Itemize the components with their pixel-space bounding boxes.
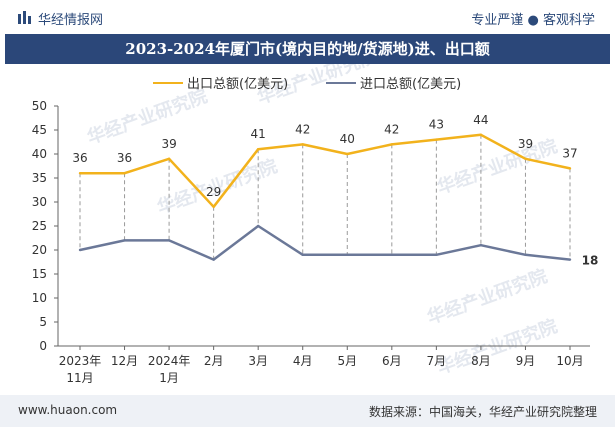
y-tick-label: 35 bbox=[32, 171, 47, 185]
y-tick-label: 15 bbox=[32, 267, 47, 281]
export-series-line bbox=[80, 133, 571, 209]
x-tick-label: 3月 bbox=[248, 354, 268, 368]
data-label: 40 bbox=[340, 132, 355, 146]
data-point bbox=[167, 157, 171, 160]
data-point bbox=[212, 258, 215, 261]
data-point bbox=[78, 172, 82, 175]
watermark-text: 华经产业研究院 bbox=[434, 315, 560, 379]
y-tick-label: 40 bbox=[32, 147, 47, 161]
data-point bbox=[256, 224, 260, 228]
data-label: 18 bbox=[582, 254, 599, 268]
data-point bbox=[568, 258, 572, 261]
x-tick-label: 2024年 bbox=[148, 354, 191, 368]
x-tick-label: 2023年 bbox=[59, 354, 102, 368]
x-tick-label: 4月 bbox=[293, 354, 313, 368]
data-point bbox=[301, 143, 304, 146]
chart-title: 2023-2024年厦门市(境内目的地/货源地)进、出口额 bbox=[5, 34, 610, 64]
x-tick-label: 12月 bbox=[111, 354, 138, 368]
drop-lines bbox=[79, 134, 571, 260]
y-tick-label: 50 bbox=[32, 99, 47, 113]
y-tick-label: 10 bbox=[32, 291, 47, 305]
data-source: 数据来源：中国海关，华经产业研究院整理 bbox=[368, 405, 597, 419]
y-tick-label: 25 bbox=[32, 219, 47, 233]
axes: 0 5 10 15 20 25 30 35 40 45 50 2023年 11月 12月 2024年 1月 2月… bbox=[32, 99, 590, 385]
x-tick-label: 9月 bbox=[516, 354, 536, 368]
data-label: 36 bbox=[72, 151, 87, 165]
brand-name: 华经情报网 bbox=[38, 13, 104, 28]
data-label: 39 bbox=[518, 137, 533, 151]
footer: www.huaon.com 数据来源：中国海关，华经产业研究院整理 bbox=[0, 395, 615, 427]
import-series-line bbox=[79, 224, 571, 261]
x-tick-label: 8月 bbox=[471, 354, 491, 368]
data-label: 42 bbox=[384, 122, 399, 136]
x-tick-label: 5月 bbox=[337, 354, 357, 368]
data-label: 42 bbox=[295, 122, 310, 136]
x-tick-label: 10月 bbox=[556, 354, 583, 368]
data-point bbox=[123, 172, 126, 175]
bar-chart-icon bbox=[18, 11, 31, 24]
data-point bbox=[301, 253, 304, 256]
data-point bbox=[435, 138, 438, 141]
data-point bbox=[568, 167, 572, 170]
data-point bbox=[390, 143, 394, 146]
top-bar: 华经情报网 专业严谨 ● 客观科学 bbox=[0, 0, 615, 34]
data-point bbox=[123, 239, 126, 242]
data-label: 29 bbox=[206, 185, 221, 199]
data-label: 37 bbox=[562, 146, 577, 160]
tagline: 专业严谨 ● 客观科学 bbox=[471, 13, 595, 28]
legend: 出口总额(亿美元) 进口总额(亿美元) bbox=[153, 77, 461, 92]
data-labels: 36 36 39 29 41 42 40 42 43 44 39 37 18 bbox=[72, 113, 598, 268]
x-tick-label: 7月 bbox=[427, 354, 447, 368]
data-point bbox=[256, 148, 260, 151]
data-point bbox=[346, 253, 349, 256]
y-tick-label: 0 bbox=[39, 339, 47, 353]
data-point bbox=[78, 248, 82, 252]
data-point bbox=[524, 157, 527, 160]
watermark-text: 华经产业研究院 bbox=[84, 85, 210, 149]
data-label: 44 bbox=[473, 113, 488, 127]
data-label: 39 bbox=[161, 137, 176, 151]
series bbox=[78, 133, 572, 261]
y-tick-label: 45 bbox=[32, 123, 47, 137]
data-label: 41 bbox=[251, 127, 266, 141]
data-point bbox=[524, 253, 527, 256]
data-label: 36 bbox=[117, 151, 132, 165]
data-point bbox=[390, 253, 394, 256]
x-tick-label: 6月 bbox=[382, 354, 402, 368]
watermark-text: 华经产业研究院 bbox=[424, 265, 550, 329]
data-point bbox=[479, 244, 483, 247]
y-tick-label: 20 bbox=[32, 243, 47, 257]
x-tick-label: 11月 bbox=[66, 371, 93, 385]
data-point bbox=[167, 239, 171, 242]
y-tick-label: 5 bbox=[39, 315, 47, 329]
data-point bbox=[212, 205, 215, 208]
legend-label: 出口总额(亿美元) bbox=[187, 77, 288, 92]
legend-label: 进口总额(亿美元) bbox=[360, 77, 461, 92]
data-label: 43 bbox=[429, 118, 444, 132]
site-url: www.huaon.com bbox=[18, 403, 118, 417]
data-point bbox=[479, 133, 483, 136]
data-point bbox=[435, 253, 438, 256]
x-tick-label: 2月 bbox=[204, 354, 224, 368]
x-tick-label: 1月 bbox=[159, 371, 179, 385]
data-point bbox=[346, 152, 349, 156]
y-tick-label: 30 bbox=[32, 195, 47, 209]
